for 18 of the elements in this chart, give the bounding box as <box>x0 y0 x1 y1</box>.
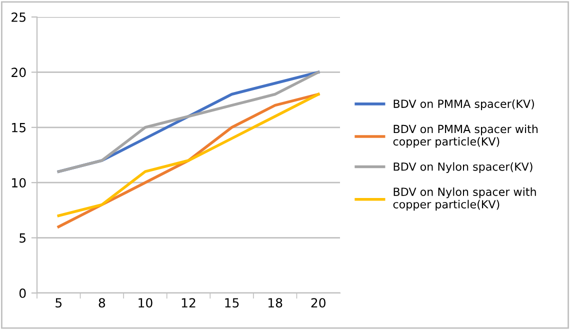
x-tick-label: 15 <box>225 298 239 308</box>
y-tick-label: 10 <box>12 178 26 188</box>
x-tick-label: 18 <box>268 298 282 308</box>
x-tick-label: 5 <box>56 298 62 308</box>
legend-label: BDV on Nylon spacer(KV) <box>394 162 532 173</box>
y-tick-label: 20 <box>12 68 26 78</box>
x-tick-label: 8 <box>98 298 106 308</box>
y-tick-label: 5 <box>20 233 26 243</box>
x-tick-label: 12 <box>182 298 196 308</box>
legend-label: BDV on Nylon spacer with copper particle(KV) <box>393 187 536 211</box>
y-tick-label: 25 <box>12 12 26 22</box>
legend-label: BDV on PMMA spacer with copper particle(KV) <box>393 124 538 148</box>
x-tick-label: 10 <box>138 298 152 308</box>
y-tick-label: 0 <box>19 288 26 298</box>
x-tick-label: 20 <box>311 298 326 308</box>
line-series <box>57 70 320 173</box>
y-tick-label: 15 <box>12 123 26 132</box>
legend-label: BDV on PMMA spacer(KV) <box>394 99 534 110</box>
